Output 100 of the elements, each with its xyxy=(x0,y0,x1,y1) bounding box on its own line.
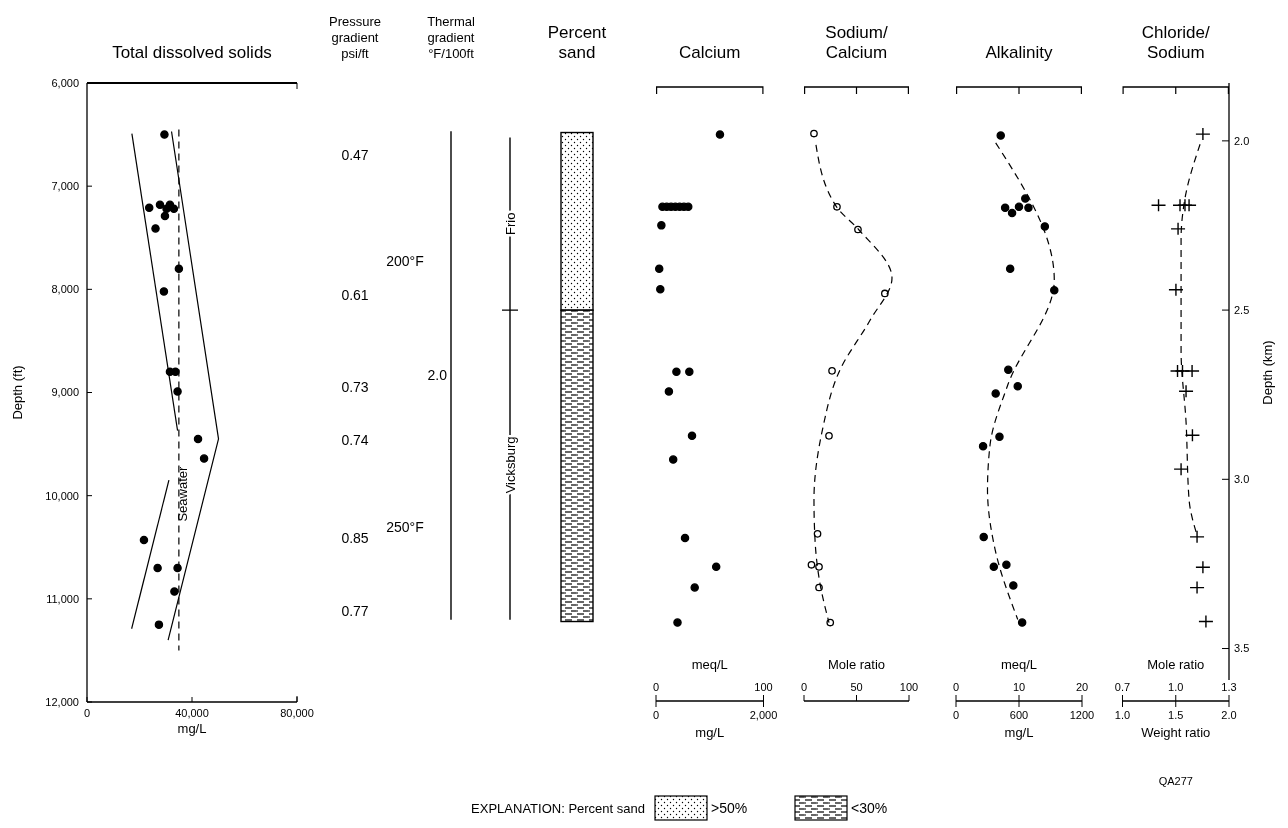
x-tick-label: 0 xyxy=(652,681,660,693)
y-axis-title: Depth (ft) xyxy=(10,365,25,420)
point xyxy=(1173,462,1189,476)
x-tick-label: 10 xyxy=(1012,681,1026,693)
point xyxy=(155,200,165,209)
point xyxy=(673,618,682,627)
x2-axis-title: Weight ratio xyxy=(1141,725,1211,740)
point xyxy=(1178,384,1194,399)
point xyxy=(687,431,697,441)
point xyxy=(813,529,822,538)
point xyxy=(810,129,818,138)
point xyxy=(193,434,203,444)
point xyxy=(159,287,169,296)
point xyxy=(1168,283,1184,297)
x-axis-title: meq/L xyxy=(691,657,728,672)
text: 250°F xyxy=(386,518,424,535)
x-tick-label: 20 xyxy=(1075,681,1089,693)
point xyxy=(1014,202,1024,212)
point xyxy=(1198,614,1214,629)
point xyxy=(1007,208,1017,218)
point xyxy=(815,563,823,571)
x-tick-label: 80,000 xyxy=(280,707,314,719)
x-tick-label: 0 xyxy=(952,681,960,693)
chart-title: Calcium xyxy=(679,43,741,62)
point xyxy=(685,367,694,377)
point xyxy=(1040,222,1050,231)
text: EXPLANATION: Percent sand xyxy=(471,800,645,816)
y-tick-label: 11,000 xyxy=(46,592,79,605)
point xyxy=(690,583,699,592)
y-tick-label: 7,000 xyxy=(51,180,79,193)
x-axis-title: Mole ratio xyxy=(827,657,886,672)
x-axis-title: meq/L xyxy=(1000,657,1038,672)
point xyxy=(169,204,179,214)
point xyxy=(881,289,889,298)
point xyxy=(1170,222,1186,236)
x-axis-title: Mole ratio xyxy=(1147,657,1205,672)
text: 2.0 xyxy=(427,367,448,384)
point xyxy=(1195,127,1211,141)
point xyxy=(1189,530,1205,544)
x-tick-label: 0.7 xyxy=(1114,681,1131,693)
point xyxy=(153,563,162,573)
text: 0.73 xyxy=(341,379,369,396)
point xyxy=(668,455,678,464)
text: Thermal gradient °F/100ft xyxy=(427,14,475,61)
point xyxy=(1184,364,1200,378)
text: 0.85 xyxy=(341,529,369,546)
point xyxy=(989,562,999,572)
point xyxy=(1181,198,1197,212)
x-tick-label: 100 xyxy=(899,681,919,693)
x2-tick-label: 1.5 xyxy=(1168,709,1184,721)
point xyxy=(139,535,149,545)
point xyxy=(1184,428,1201,443)
point xyxy=(680,533,690,543)
text: Percent sand xyxy=(547,23,607,62)
point xyxy=(160,211,170,221)
y2-tick-label: 2.0 xyxy=(1234,134,1250,147)
point xyxy=(654,264,664,273)
x2-axis-title: mg/L xyxy=(1004,725,1034,740)
y2-tick-label: 3.5 xyxy=(1234,642,1250,655)
x2-tick-label: 600 xyxy=(1009,709,1029,721)
point xyxy=(978,441,988,451)
y-tick-label: 9,000 xyxy=(51,386,79,399)
x2-tick-label: 1200 xyxy=(1069,709,1095,721)
x-tick-label: 0 xyxy=(800,681,808,693)
x-tick-label: 100 xyxy=(754,681,773,693)
point xyxy=(170,587,179,596)
x-axis-title: mg/L xyxy=(177,721,207,736)
point xyxy=(991,389,1000,398)
text: 0.77 xyxy=(341,602,369,619)
text: Pressure gradient psi/ft xyxy=(328,14,382,61)
point xyxy=(1013,382,1022,391)
point xyxy=(854,225,862,234)
point xyxy=(672,367,681,377)
point xyxy=(711,562,721,572)
chart-title: Sodium/ Calcium xyxy=(825,23,888,62)
point xyxy=(826,618,835,627)
text: 0.74 xyxy=(341,432,369,449)
y-tick-label: 8,000 xyxy=(51,283,79,296)
text: Frio xyxy=(503,212,518,236)
y-tick-label: 12,000 xyxy=(45,695,79,708)
point xyxy=(656,285,665,294)
text: <30% xyxy=(851,799,888,816)
point xyxy=(807,560,816,569)
point xyxy=(996,131,1005,140)
x2-tick-label: 2.0 xyxy=(1221,709,1237,721)
text: 0.47 xyxy=(341,147,369,164)
text: >50% xyxy=(711,799,748,816)
point xyxy=(995,432,1004,442)
point xyxy=(1189,580,1205,595)
point xyxy=(1009,581,1018,590)
point xyxy=(657,221,666,230)
y-tick-label: 10,000 xyxy=(45,489,79,502)
y-tick-label: 6,000 xyxy=(51,76,79,89)
point xyxy=(1195,560,1211,574)
chart-title: Alkalinity xyxy=(985,43,1054,62)
x2-axis-title: mg/L xyxy=(695,725,725,740)
point xyxy=(1017,618,1027,627)
x-tick-label: 50 xyxy=(850,681,863,693)
x-tick-label: 0 xyxy=(83,707,91,719)
chart-title: Total dissolved solids xyxy=(112,43,272,62)
